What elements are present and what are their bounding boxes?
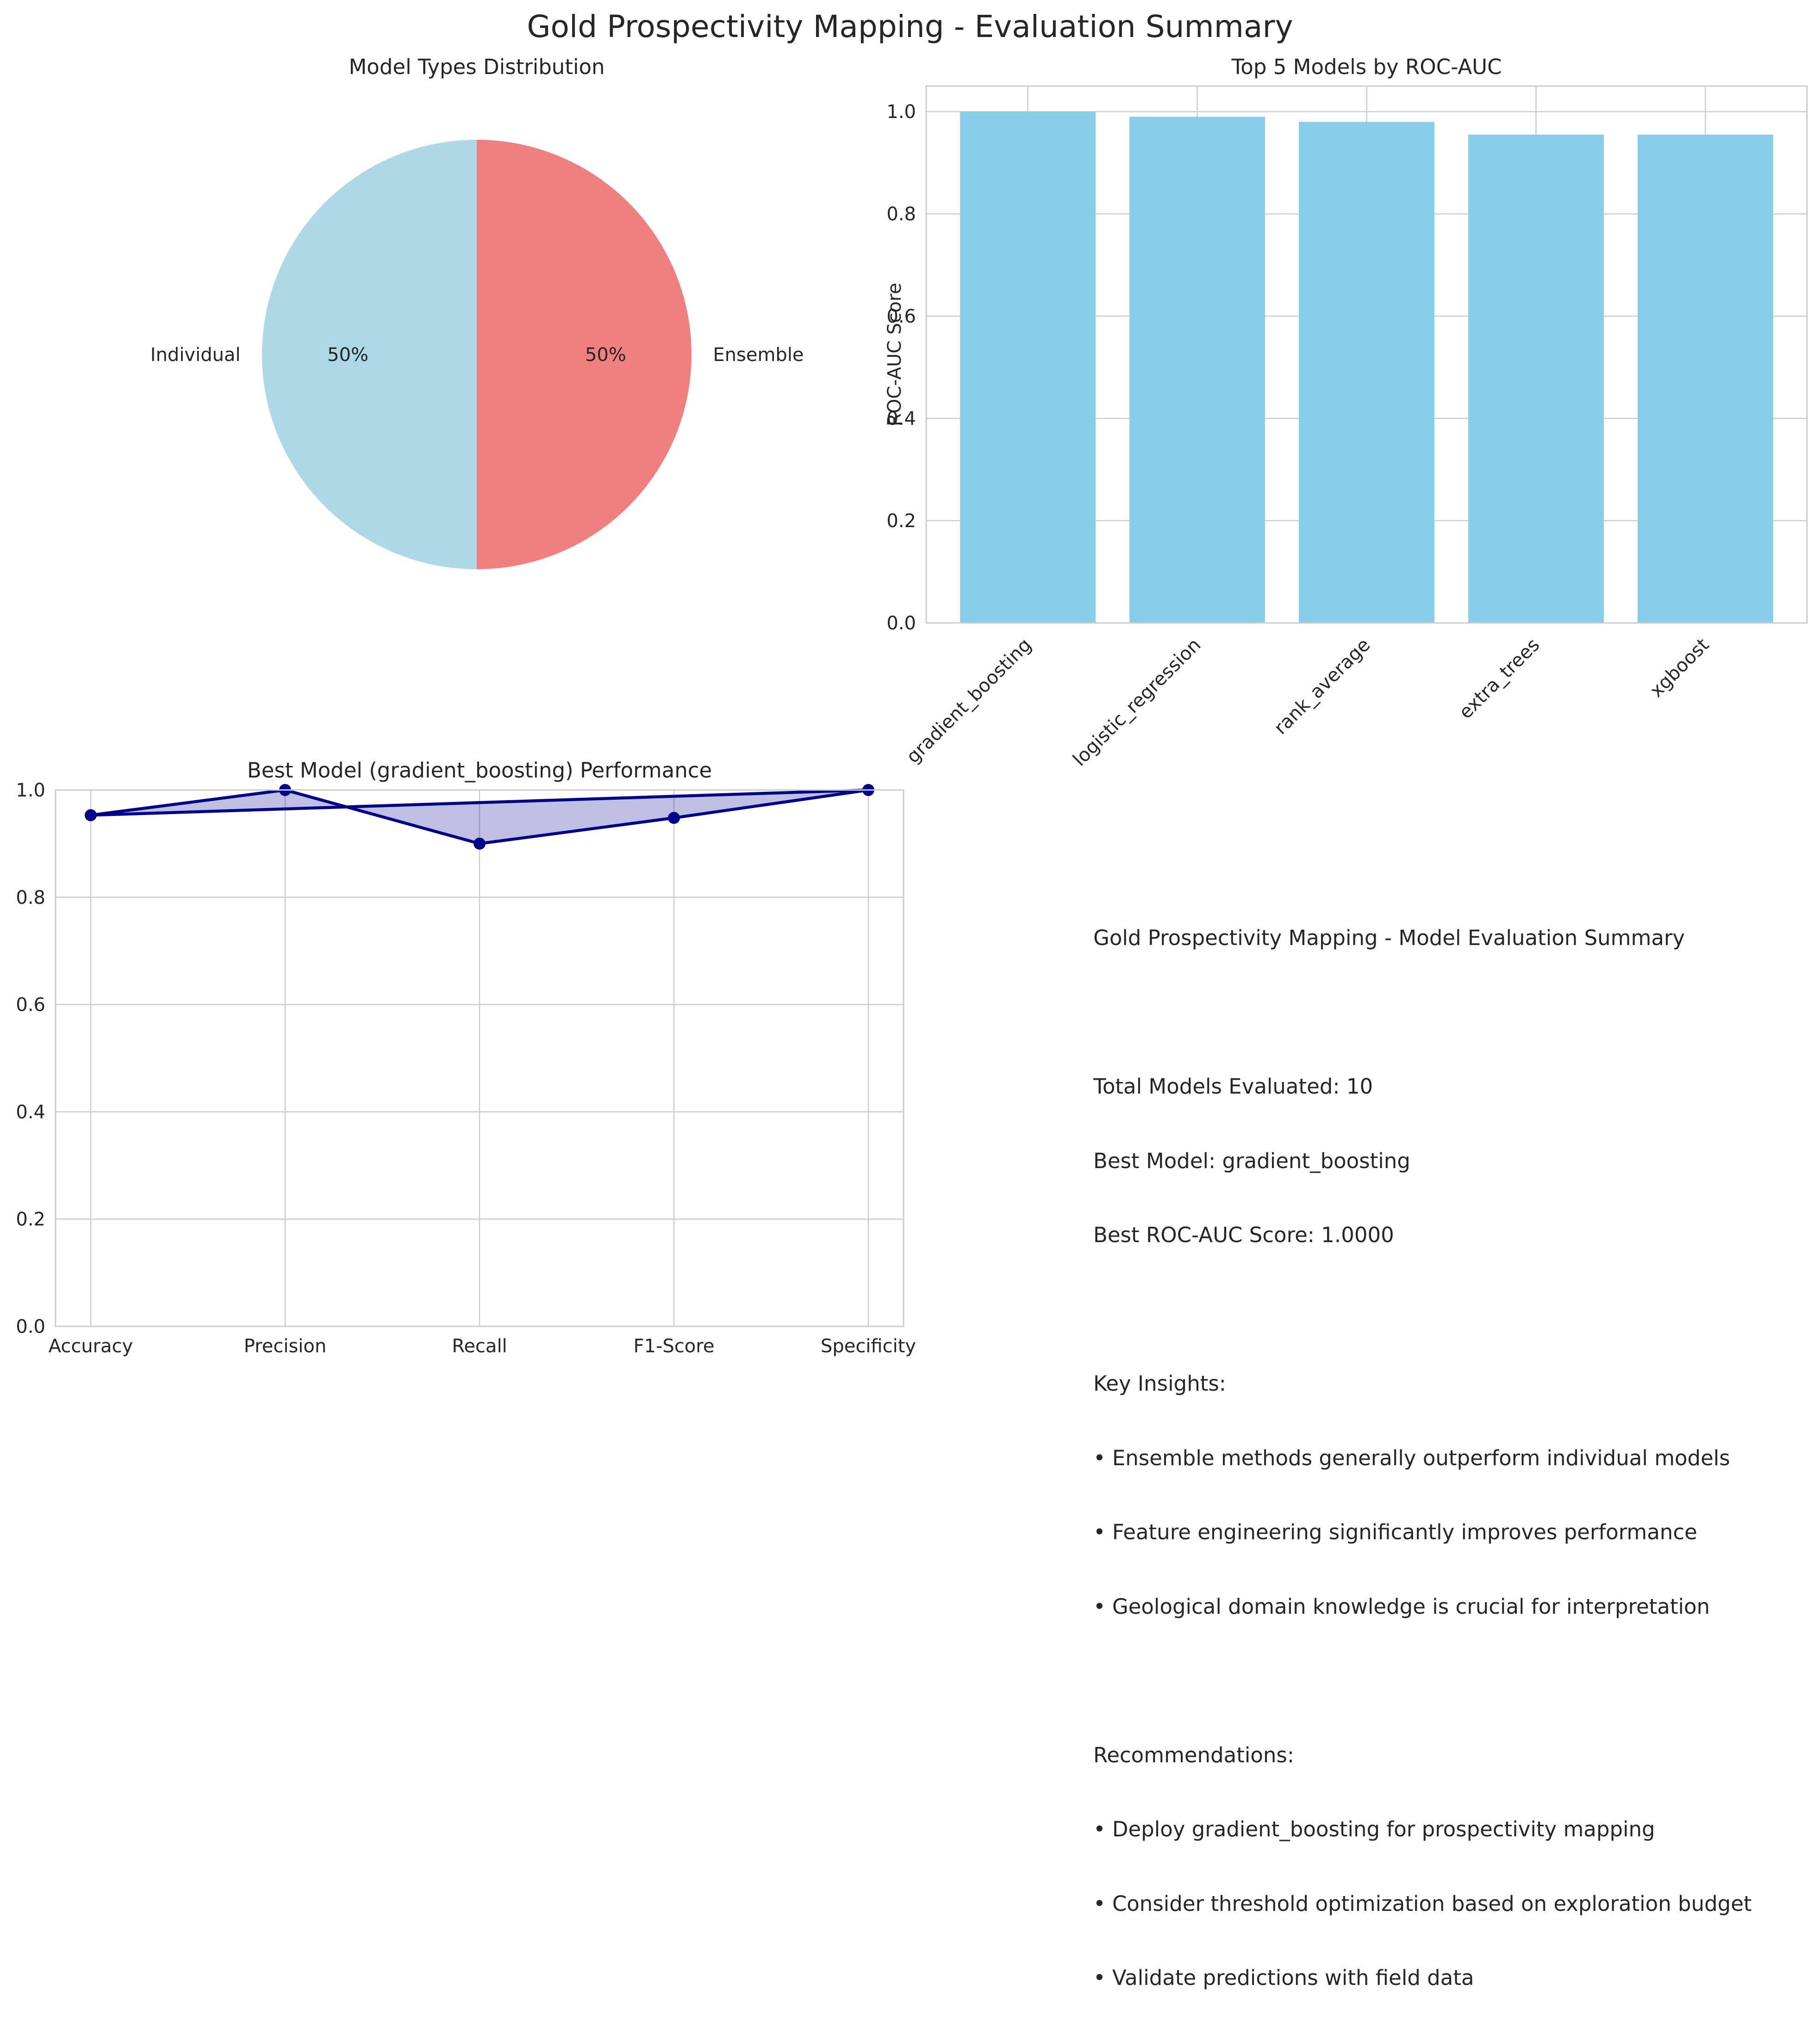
summary-recommendation-2: • Consider threshold optimization based …: [1093, 1891, 1752, 1916]
bar-ytick-label: 0.2: [886, 510, 916, 532]
pie-chart: Model Types Distribution Individual 50% Ens…: [150, 55, 804, 569]
summary-insight-3: • Geological domain knowledge is crucial…: [1093, 1594, 1710, 1619]
bar-xtick-label: gradient_boosting: [903, 634, 1036, 767]
perf-fill-area: [91, 790, 868, 844]
perf-ytick-label: 0.0: [16, 1316, 45, 1337]
figure-title: Gold Prospectivity Mapping - Evaluation …: [527, 9, 1293, 44]
bar-xtick-label: rank_average: [1270, 634, 1375, 739]
perf-ytick-label: 0.8: [16, 887, 45, 908]
bar-xtick-label: logistic_regression: [1069, 634, 1205, 770]
pie-pct-ensemble: 50%: [585, 344, 626, 366]
performance-chart-title: Best Model (gradient_boosting) Performan…: [247, 758, 712, 783]
bar-xtick-label: xgboost: [1646, 634, 1714, 702]
summary-title: Gold Prospectivity Mapping - Model Evalu…: [1093, 926, 1685, 950]
perf-xtick-label: F1-Score: [634, 1336, 715, 1357]
bar-xtick-label: extra_trees: [1455, 634, 1544, 723]
bar-axes-frame: [925, 85, 1808, 624]
pie-pct-individual: 50%: [327, 344, 368, 366]
bar-ytick-label: 0.8: [886, 204, 916, 225]
bar-ytick-label: 0.0: [886, 613, 916, 634]
bar-chart: Top 5 Models by ROC-AUC 0.0 0.2 0.4 0.6 0.8 1.…: [884, 55, 1808, 771]
perf-ytick-label: 0.6: [16, 995, 45, 1016]
perf-point-recall: [474, 837, 486, 850]
pie-label-ensemble: Ensemble: [713, 344, 804, 366]
perf-point-accuracy: [85, 809, 97, 821]
perf-ytick-label: 0.2: [16, 1209, 45, 1230]
summary-recommendations-heading: Recommendations:: [1093, 1742, 1295, 1767]
bar-ytick-label: 0.6: [886, 306, 916, 327]
perf-ytick-label: 1.0: [16, 780, 45, 801]
summary-spacer: ​: [1093, 1000, 1797, 1025]
perf-xtick-label: Recall: [452, 1336, 507, 1357]
figure: Gold Prospectivity Mapping - Evaluation …: [16, 9, 1808, 1990]
bar-logistic_regression: [1129, 117, 1265, 623]
summary-spacer: ​: [1093, 1297, 1797, 1322]
evaluation-summary-text: Gold Prospectivity Mapping - Model Evalu…: [1093, 876, 1797, 2040]
summary-total-models: Total Models Evaluated: 10: [1093, 1074, 1373, 1099]
charts-canvas: Model Types Distribution Individual 50% Ens…: [16, 55, 1808, 1357]
summary-insights-heading: Key Insights:: [1093, 1371, 1226, 1396]
bar-ylabel: ROC-AUC Score: [884, 283, 905, 426]
bar-extra_trees: [1468, 134, 1604, 623]
summary-insight-1: • Ensemble methods generally outperform …: [1093, 1445, 1730, 1470]
pie-slice-individual: [262, 140, 477, 569]
perf-axes-frame: [55, 789, 904, 1327]
perf-xtick-label: Accuracy: [49, 1336, 133, 1357]
summary-recommendation-1: • Deploy gradient_boosting for prospecti…: [1093, 1817, 1655, 1841]
pie-title: Model Types Distribution: [349, 55, 605, 79]
pie-label-individual: Individual: [150, 344, 241, 366]
bar-gradient_boosting: [960, 112, 1096, 623]
pie-slice-ensemble: [477, 140, 692, 569]
perf-xtick-label: Precision: [244, 1336, 326, 1357]
bar-xgboost: [1638, 134, 1773, 623]
summary-spacer: ​: [1093, 1668, 1797, 1693]
summary-best-model: Best Model: gradient_boosting: [1093, 1148, 1410, 1173]
bar-ytick-label: 0.4: [886, 408, 916, 429]
perf-ytick-label: 0.4: [16, 1101, 45, 1123]
bar-rank_average: [1299, 122, 1434, 623]
bar-chart-title: Top 5 Models by ROC-AUC: [1231, 55, 1502, 79]
summary-insight-2: • Feature engineering significantly impr…: [1093, 1520, 1697, 1544]
summary-recommendation-3: • Validate predictions with field data: [1093, 1965, 1474, 1990]
summary-best-score: Best ROC-AUC Score: 1.0000: [1093, 1223, 1394, 1247]
bar-ytick-label: 1.0: [886, 101, 916, 123]
performance-chart: Best Model (gradient_boosting) Performan…: [16, 758, 916, 1357]
perf-point-f1-score: [668, 812, 680, 824]
perf-series-line: [90, 788, 870, 846]
perf-xtick-label: Specificity: [821, 1336, 916, 1357]
